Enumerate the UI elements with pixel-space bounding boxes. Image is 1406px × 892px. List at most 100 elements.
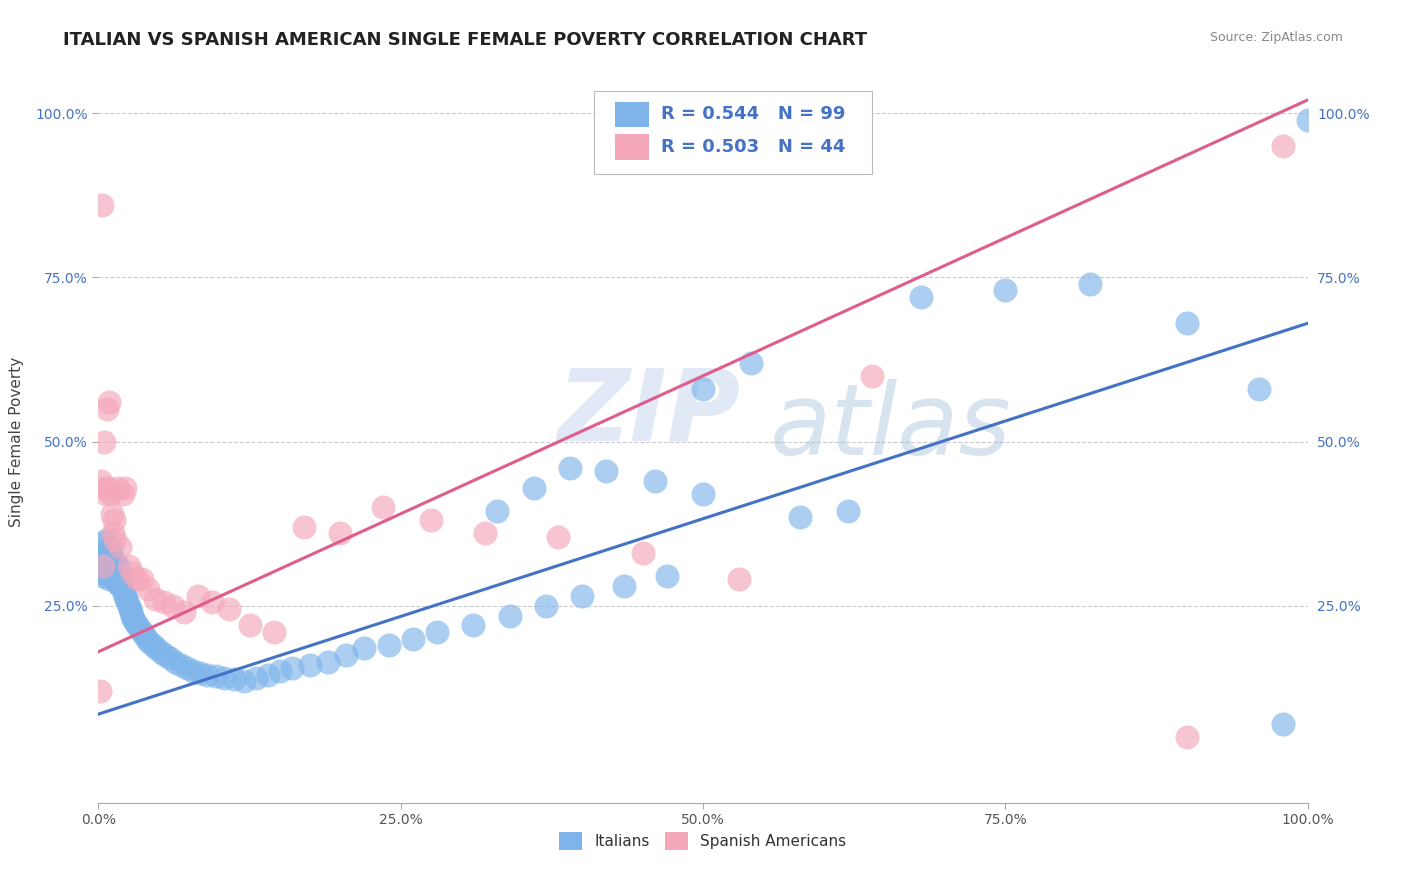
Point xyxy=(93,536,115,550)
Point xyxy=(316,655,339,669)
Point xyxy=(107,481,129,495)
Point xyxy=(121,608,143,623)
Point xyxy=(131,573,153,587)
Point xyxy=(595,464,617,478)
Point xyxy=(162,599,184,613)
FancyBboxPatch shape xyxy=(614,135,648,160)
Point xyxy=(100,540,122,554)
Point xyxy=(104,556,127,570)
Point xyxy=(263,625,285,640)
Point xyxy=(860,368,883,383)
Point xyxy=(169,657,191,672)
Point xyxy=(103,559,125,574)
Point xyxy=(91,566,114,580)
Point xyxy=(218,602,240,616)
Point xyxy=(105,566,128,580)
Point xyxy=(108,566,131,580)
FancyBboxPatch shape xyxy=(614,102,648,128)
FancyBboxPatch shape xyxy=(595,91,872,174)
Point xyxy=(117,595,139,609)
Point xyxy=(181,665,204,679)
Point xyxy=(136,582,159,597)
Point xyxy=(269,665,291,679)
Point xyxy=(142,638,165,652)
Point xyxy=(100,507,122,521)
Point xyxy=(96,553,118,567)
Point xyxy=(96,401,118,416)
Point xyxy=(402,632,425,646)
Text: Source: ZipAtlas.com: Source: ZipAtlas.com xyxy=(1209,31,1343,45)
Point xyxy=(150,645,173,659)
Point xyxy=(1249,382,1271,396)
Point xyxy=(112,585,135,599)
Point xyxy=(94,556,117,570)
Point xyxy=(103,573,125,587)
Point xyxy=(110,575,132,590)
Point xyxy=(281,661,304,675)
Point xyxy=(124,615,146,630)
Point xyxy=(118,559,141,574)
Point xyxy=(135,632,157,646)
Point xyxy=(138,635,160,649)
Point xyxy=(97,481,120,495)
Point xyxy=(329,526,352,541)
Point xyxy=(420,513,443,527)
Text: atlas: atlas xyxy=(769,378,1011,475)
Point xyxy=(97,559,120,574)
Point xyxy=(98,395,121,409)
Point xyxy=(98,573,121,587)
Point xyxy=(127,618,149,632)
Y-axis label: Single Female Poverty: Single Female Poverty xyxy=(10,357,24,526)
Point xyxy=(118,599,141,613)
Point xyxy=(111,487,134,501)
Text: ITALIAN VS SPANISH AMERICAN SINGLE FEMALE POVERTY CORRELATION CHART: ITALIAN VS SPANISH AMERICAN SINGLE FEMAL… xyxy=(63,31,868,49)
Point xyxy=(104,569,127,583)
Point xyxy=(91,569,114,583)
Point xyxy=(108,569,131,583)
Point xyxy=(426,625,449,640)
Text: ZIP: ZIP xyxy=(558,364,741,461)
Point xyxy=(131,625,153,640)
Point xyxy=(96,566,118,580)
Point xyxy=(101,569,124,583)
Point xyxy=(100,563,122,577)
Point xyxy=(122,612,145,626)
Point xyxy=(212,671,235,685)
Point xyxy=(93,434,115,449)
Text: R = 0.544   N = 99: R = 0.544 N = 99 xyxy=(661,105,845,123)
Point xyxy=(534,599,557,613)
Point xyxy=(101,553,124,567)
Point xyxy=(90,474,112,488)
Point xyxy=(93,546,115,560)
Point xyxy=(90,559,112,574)
Point xyxy=(523,481,546,495)
Point xyxy=(1296,112,1319,127)
Point xyxy=(195,667,218,681)
Point xyxy=(128,622,150,636)
Point xyxy=(120,605,142,619)
Point xyxy=(201,595,224,609)
Point xyxy=(101,526,124,541)
Point xyxy=(558,460,581,475)
Point xyxy=(145,641,167,656)
Text: R = 0.503   N = 44: R = 0.503 N = 44 xyxy=(661,137,845,156)
Point xyxy=(93,481,115,495)
Point xyxy=(100,559,122,574)
Point xyxy=(837,503,859,517)
Point xyxy=(91,198,114,212)
Point xyxy=(1272,139,1295,153)
Point xyxy=(118,602,141,616)
Point xyxy=(692,382,714,396)
Point xyxy=(631,546,654,560)
Point xyxy=(1175,316,1198,330)
Point xyxy=(740,356,762,370)
Point xyxy=(188,665,211,680)
Point xyxy=(163,655,186,669)
Point xyxy=(1272,717,1295,731)
Point xyxy=(463,618,485,632)
Point xyxy=(498,608,520,623)
Point xyxy=(1078,277,1101,291)
Point xyxy=(134,628,156,642)
Point xyxy=(107,559,129,574)
Point xyxy=(486,503,509,517)
